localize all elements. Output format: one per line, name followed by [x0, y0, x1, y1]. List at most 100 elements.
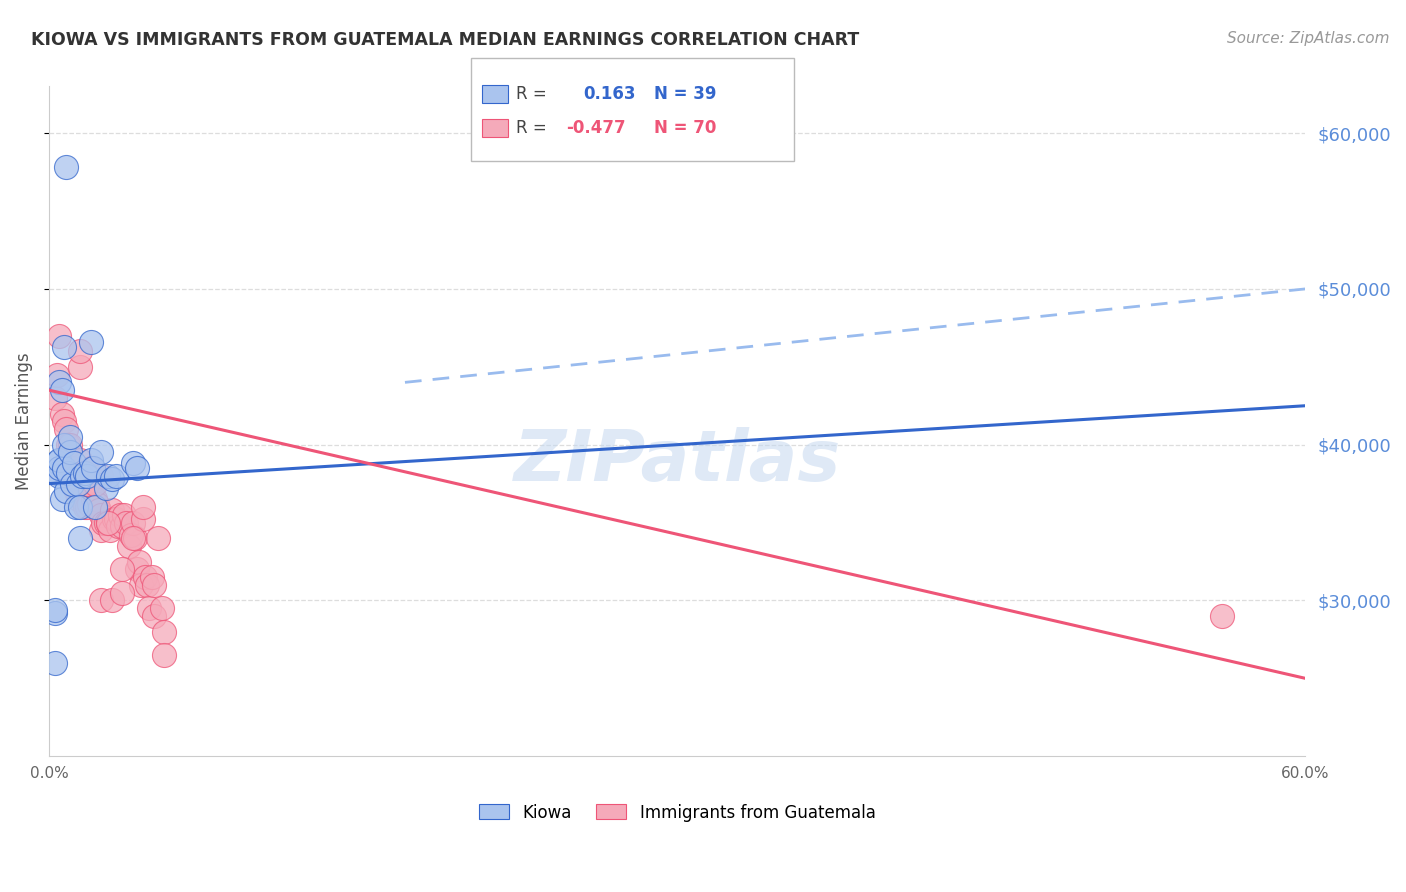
- Point: [136, 578, 159, 592]
- Text: -0.477: -0.477: [567, 119, 626, 137]
- Point: [90, 508, 112, 522]
- Point: [150, 601, 173, 615]
- Point: [117, 539, 139, 553]
- Point: [128, 555, 150, 569]
- Point: [80, 461, 103, 475]
- Point: [67, 492, 90, 507]
- Text: ZIPatlas: ZIPatlas: [513, 427, 841, 496]
- Point: [142, 609, 165, 624]
- Point: [103, 512, 125, 526]
- Point: [101, 472, 124, 486]
- Point: [90, 445, 112, 459]
- Point: [90, 593, 112, 607]
- Point: [48, 376, 70, 390]
- Point: [55, 422, 77, 436]
- Point: [153, 648, 176, 662]
- Point: [46, 455, 69, 469]
- Point: [69, 453, 91, 467]
- Point: [90, 468, 112, 483]
- Text: N = 39: N = 39: [654, 85, 716, 103]
- Point: [60, 476, 83, 491]
- Point: [97, 516, 120, 530]
- Point: [121, 516, 143, 530]
- Point: [80, 453, 103, 467]
- Point: [56, 466, 79, 480]
- Point: [69, 500, 91, 514]
- Point: [65, 484, 87, 499]
- Point: [124, 531, 146, 545]
- Point: [108, 508, 131, 522]
- Point: [55, 161, 77, 175]
- Point: [86, 497, 108, 511]
- Point: [125, 562, 148, 576]
- Point: [48, 328, 70, 343]
- Point: [84, 492, 107, 507]
- Point: [80, 468, 103, 483]
- Text: N = 70: N = 70: [654, 119, 716, 137]
- Point: [90, 524, 112, 538]
- Point: [48, 461, 70, 475]
- Point: [48, 468, 70, 483]
- Point: [82, 461, 104, 475]
- Point: [69, 531, 91, 545]
- Point: [121, 456, 143, 470]
- Point: [82, 492, 104, 507]
- Text: 0.163: 0.163: [583, 85, 636, 103]
- Point: [146, 531, 169, 545]
- Point: [153, 624, 176, 639]
- Point: [125, 461, 148, 475]
- Legend: Kiowa, Immigrants from Guatemala: Kiowa, Immigrants from Guatemala: [479, 804, 876, 822]
- Point: [84, 476, 107, 491]
- Point: [111, 518, 134, 533]
- Point: [97, 516, 120, 530]
- Point: [63, 476, 86, 491]
- Point: [46, 466, 69, 480]
- Point: [134, 570, 156, 584]
- Point: [141, 570, 163, 584]
- Point: [59, 445, 82, 459]
- Point: [112, 508, 135, 522]
- Point: [129, 578, 152, 592]
- Point: [107, 518, 129, 533]
- Point: [56, 438, 79, 452]
- Point: [59, 430, 82, 444]
- Point: [94, 481, 117, 495]
- Point: [132, 512, 155, 526]
- Point: [104, 512, 127, 526]
- Point: [44, 656, 66, 670]
- Point: [65, 500, 87, 514]
- Point: [76, 500, 98, 514]
- Point: [52, 438, 75, 452]
- Point: [67, 476, 90, 491]
- Point: [121, 531, 143, 545]
- Point: [84, 500, 107, 514]
- Text: R =: R =: [516, 119, 547, 137]
- Point: [76, 476, 98, 491]
- Point: [51, 492, 73, 507]
- Point: [55, 484, 77, 499]
- Point: [89, 503, 111, 517]
- Point: [69, 344, 91, 359]
- Point: [111, 562, 134, 576]
- Point: [97, 468, 120, 483]
- Point: [111, 585, 134, 599]
- Point: [94, 516, 117, 530]
- Point: [132, 500, 155, 514]
- Point: [93, 516, 115, 530]
- Point: [60, 461, 83, 475]
- Point: [52, 461, 75, 475]
- Point: [76, 468, 98, 483]
- Point: [52, 414, 75, 428]
- Point: [48, 453, 70, 467]
- Point: [63, 468, 86, 483]
- Point: [51, 383, 73, 397]
- Point: [120, 528, 142, 542]
- Text: KIOWA VS IMMIGRANTS FROM GUATEMALA MEDIAN EARNINGS CORRELATION CHART: KIOWA VS IMMIGRANTS FROM GUATEMALA MEDIA…: [31, 31, 859, 49]
- Point: [101, 593, 124, 607]
- Point: [98, 524, 121, 538]
- Text: R =: R =: [516, 85, 547, 103]
- Text: Source: ZipAtlas.com: Source: ZipAtlas.com: [1226, 31, 1389, 46]
- Point: [80, 334, 103, 349]
- Point: [52, 339, 75, 353]
- Point: [80, 484, 103, 499]
